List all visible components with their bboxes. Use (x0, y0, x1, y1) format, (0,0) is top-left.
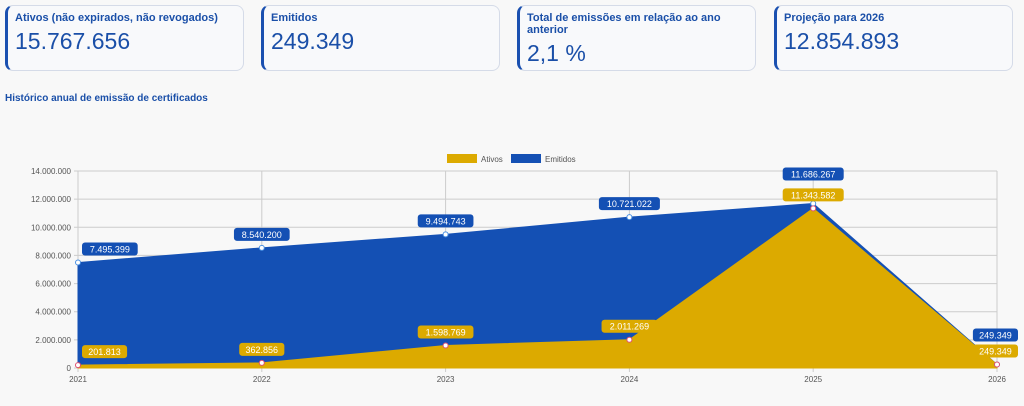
data-label-bg (82, 242, 138, 256)
card-title: Ativos (não expirados, não revogados) (15, 12, 218, 24)
data-point (994, 361, 1000, 368)
data-label: 362.856 (246, 345, 279, 355)
data-point (258, 359, 265, 366)
data-point (810, 200, 817, 207)
data-label-bg (601, 319, 658, 333)
data-label: 8.540.200 (242, 230, 282, 240)
y-tick-label: 8.000.000 (35, 251, 71, 260)
card-variacao: Total de emissões em relação ao ano ante… (517, 5, 756, 71)
data-label-bg (233, 227, 290, 241)
data-label: 10.721.022 (607, 199, 652, 209)
data-label-bg (417, 214, 474, 228)
x-tick-label: 2021 (69, 375, 87, 384)
data-label: 11.343.582 (791, 190, 835, 200)
data-label: 201.813 (88, 347, 121, 357)
data-label-bg (972, 328, 1018, 342)
data-label-bg (598, 197, 660, 211)
data-label: 249.349 (979, 330, 1012, 340)
data-point (626, 336, 633, 343)
data-label-bg (82, 345, 128, 359)
data-point (626, 214, 633, 221)
x-tick-label: 2025 (804, 375, 822, 384)
data-point (810, 205, 817, 212)
data-label-bg (239, 342, 285, 356)
data-label: 9.494.743 (426, 216, 466, 226)
legend-label: Ativos (481, 155, 503, 164)
legend-label: Emitidos (545, 155, 576, 164)
y-tick-label: 2.000.000 (35, 336, 71, 345)
data-label: 2.011.269 (610, 322, 649, 332)
card-title: Projeção para 2026 (784, 12, 885, 24)
data-point (442, 342, 449, 349)
x-tick-label: 2024 (621, 375, 639, 384)
data-point (442, 231, 449, 238)
x-tick-label: 2023 (437, 375, 455, 384)
card-title: Emitidos (271, 12, 318, 24)
card-value: 2,1 % (527, 40, 586, 66)
data-label: 249.349 (979, 346, 1012, 356)
data-label: 1.598.769 (426, 328, 466, 338)
data-label-bg (417, 325, 474, 339)
data-point (75, 362, 81, 369)
y-tick-label: 14.000.000 (31, 167, 72, 176)
legend-swatch-emitidos (511, 154, 541, 163)
x-tick-label: 2026 (988, 375, 1006, 384)
section-title: Histórico anual de emissão de certificad… (5, 93, 208, 104)
legend-swatch-ativos (447, 154, 477, 163)
y-tick-label: 10.000.000 (31, 223, 72, 232)
data-label-bg (972, 344, 1018, 358)
card-value: 249.349 (271, 28, 355, 54)
card-value: 15.767.656 (15, 28, 131, 54)
y-tick-label: 6.000.000 (35, 280, 71, 289)
x-tick-label: 2022 (253, 375, 271, 384)
data-point (75, 259, 81, 266)
card-projecao: Projeção para 2026 12.854.893 (774, 5, 1013, 71)
card-value: 12.854.893 (784, 28, 900, 54)
card-emitidos: Emitidos 249.349 (261, 5, 500, 71)
data-label: 11.686.267 (791, 170, 835, 180)
y-tick-label: 12.000.000 (31, 195, 72, 204)
card-title: Total de emissões em relação ao ano ante… (527, 12, 721, 36)
card-ativos: Ativos (não expirados, não revogados) 15.… (5, 5, 244, 71)
data-label: 7.495.399 (90, 245, 130, 255)
data-point (258, 244, 265, 251)
data-label-bg (782, 167, 844, 181)
y-tick-label: 4.000.000 (35, 308, 71, 317)
y-tick-label: 0 (67, 364, 72, 373)
data-label-bg (782, 188, 844, 202)
